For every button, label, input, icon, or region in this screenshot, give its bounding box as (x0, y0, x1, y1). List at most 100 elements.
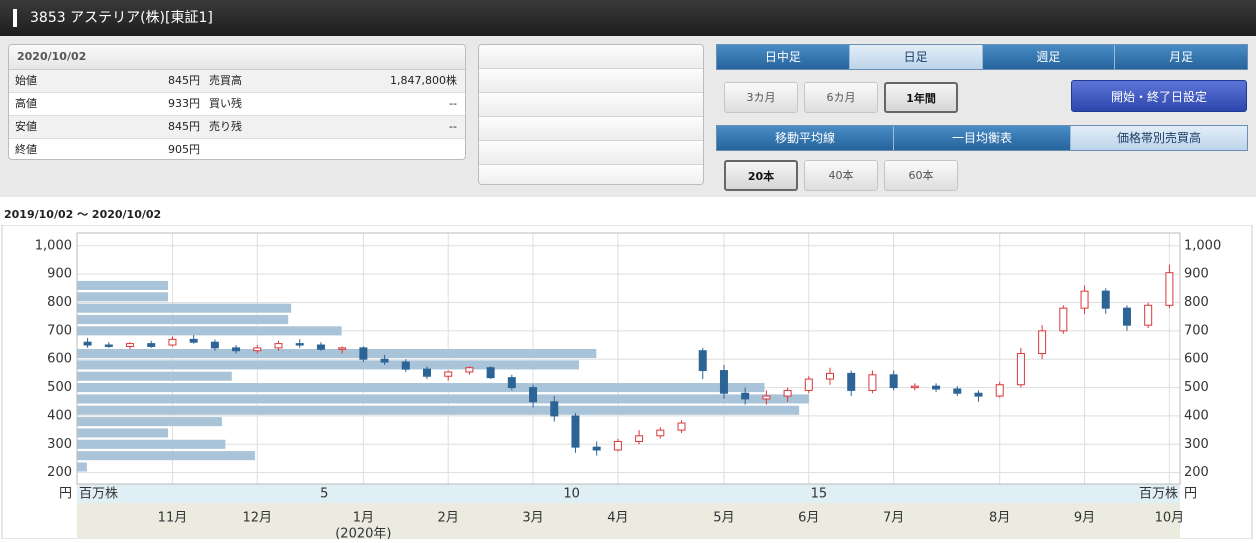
y-tick-label-right: 300 (1184, 437, 1209, 452)
candle-body (210, 341, 219, 349)
volume-bar (77, 314, 289, 325)
volume-bar (77, 417, 222, 427)
volume-bar (77, 326, 342, 336)
volume-bar (77, 360, 580, 370)
candle-body (422, 368, 431, 377)
candle-body (677, 422, 686, 431)
y-tick-label-right: 700 (1184, 323, 1209, 338)
x-tick-label: 6月 (798, 511, 819, 526)
candle-body (741, 392, 750, 400)
candle-body (974, 392, 983, 397)
volume-bar (77, 428, 169, 438)
blank-box (478, 44, 704, 185)
x-tick-label: 10月 (1155, 511, 1185, 526)
volume-bar (77, 371, 232, 381)
volume-tick-label: 15 (811, 487, 828, 502)
quote-value: -- (449, 97, 457, 110)
y-unit-label-right: 円 (1184, 487, 1197, 502)
volume-unit-label-right: 百万株 (1139, 487, 1178, 502)
quote-value: -- (449, 120, 457, 133)
candle-body (83, 341, 92, 346)
candle-body (507, 377, 516, 389)
candle-body (529, 387, 538, 403)
button[interactable]: 20本 (724, 160, 798, 191)
candle-body (168, 338, 177, 346)
button[interactable]: 1年間 (884, 82, 958, 113)
period-tabs: 日中足 日足 週足 月足 (716, 44, 1248, 70)
candle-body (104, 344, 113, 347)
candle-body (932, 385, 941, 390)
candle-body (762, 395, 771, 400)
candle-body (592, 446, 601, 451)
tab[interactable]: 週足 (982, 45, 1116, 69)
y-tick-label: 300 (47, 437, 72, 452)
candle-body (656, 429, 665, 437)
y-tick-label: 200 (47, 465, 72, 480)
tab[interactable]: 日足 (849, 45, 983, 69)
y-unit-label: 円 (59, 487, 72, 502)
candle-body (1016, 353, 1025, 386)
button[interactable]: 40本 (804, 160, 878, 191)
candle-body (359, 347, 368, 360)
candle-body (1165, 272, 1174, 306)
quote-value: 1,847,800株 (390, 74, 457, 87)
quote-row: 高値 933円 買い残 -- (9, 93, 465, 116)
quote-label: 売買高 (209, 74, 242, 87)
volume-bar (77, 303, 292, 313)
candle-body (995, 384, 1004, 397)
volume-bar (77, 394, 810, 404)
candle-body (1059, 307, 1068, 332)
volume-bar (77, 439, 226, 449)
range-text: 2019/10/02 ～ 2020/10/02 (4, 208, 162, 221)
quote-date: 2020/10/02 (9, 45, 465, 70)
volume-tick-label: 10 (563, 487, 580, 502)
volume-unit-label: 百万株 (79, 487, 118, 502)
candle-body (847, 372, 856, 391)
x-tick-label: 4月 (607, 511, 628, 526)
candle-body (232, 347, 241, 352)
button[interactable]: 3カ月 (724, 82, 798, 113)
volume-bar (77, 462, 87, 472)
candle-body (401, 361, 410, 370)
y-tick-label: 500 (47, 380, 72, 395)
quote-row: 始値 845円 売買高 1,847,800株 (9, 70, 465, 93)
volume-tick-label: 5 (320, 487, 328, 502)
x-tick-label: 9月 (1074, 511, 1095, 526)
x-tick-label: 2月 (438, 511, 459, 526)
quote-label: 安値 (15, 120, 37, 133)
candle-body (550, 401, 559, 417)
volume-bar (77, 292, 169, 302)
y-tick-label-right: 400 (1184, 408, 1209, 423)
tab[interactable]: 一目均衡表 (894, 126, 1071, 150)
x-tick-label: 5月 (713, 511, 734, 526)
date-setting-button[interactable]: 開始・終了日設定 (1071, 80, 1247, 112)
y-tick-label-right: 900 (1184, 267, 1209, 282)
tab[interactable]: 日中足 (717, 45, 850, 69)
quote-label: 終値 (15, 143, 37, 156)
tab[interactable]: 月足 (1115, 45, 1247, 69)
candle-body (1122, 307, 1131, 326)
button[interactable]: 60本 (884, 160, 958, 191)
x-tick-label: 8月 (989, 511, 1010, 526)
candle-body (380, 358, 389, 363)
y-tick-label-right: 500 (1184, 380, 1209, 395)
quote-value: 845円 (168, 120, 200, 133)
tab[interactable]: 移動平均線 (717, 126, 894, 150)
candle-body (1038, 330, 1047, 355)
quote-value: 933円 (168, 97, 200, 110)
volume-bar (77, 280, 169, 291)
candle-body (274, 343, 283, 349)
candle-body (486, 367, 495, 379)
y-tick-label: 1,000 (35, 238, 72, 253)
button[interactable]: 6カ月 (804, 82, 878, 113)
candle-body (804, 378, 813, 391)
y-tick-label: 900 (47, 267, 72, 282)
volume-bar (77, 451, 256, 461)
candle-body (338, 347, 347, 350)
chart: 200 200 300 300 400 400 500 500 600 600 700 700 800 8… (1, 224, 1253, 542)
candle-body (189, 338, 198, 343)
tab[interactable]: 価格帯別売買高 (1071, 126, 1247, 150)
indicator-tabs: 移動平均線 一目均衡表 価格帯別売買高 (716, 125, 1248, 151)
candle-body (889, 374, 898, 389)
